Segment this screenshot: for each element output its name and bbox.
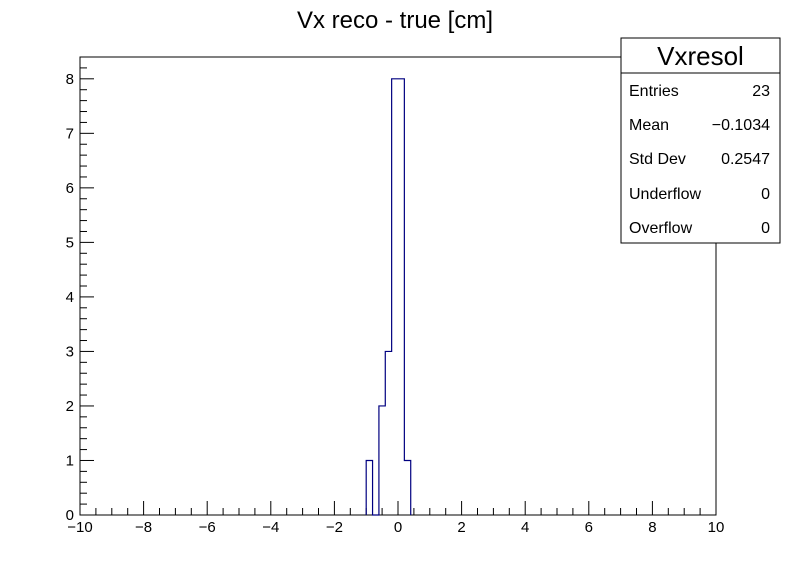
histogram-outline <box>365 78 412 516</box>
stats-box: Vxresol Entries 23 Mean −0.1034 Std Dev … <box>620 37 781 244</box>
stats-label-std-dev: Std Dev <box>629 151 686 168</box>
histogram-bin <box>385 351 391 515</box>
histogram-bars <box>365 78 412 516</box>
x-tick-label: 4 <box>521 519 529 536</box>
histogram-bin <box>392 79 398 515</box>
x-tick-label: 8 <box>648 519 656 536</box>
stats-label-mean: Mean <box>629 117 669 134</box>
y-tick-label: 8 <box>66 71 74 88</box>
x-tick-label: 10 <box>708 519 725 536</box>
x-tick-label: 6 <box>585 519 593 536</box>
y-tick-label: 1 <box>66 452 74 469</box>
stats-title: Vxresol <box>657 41 744 71</box>
stats-label-overflow: Overflow <box>629 220 693 237</box>
y-tick-label: 4 <box>66 289 74 306</box>
histogram-bin <box>398 79 404 515</box>
stats-value-underflow: 0 <box>761 186 770 203</box>
x-tick-label: −6 <box>199 519 216 536</box>
y-tick-label: 6 <box>66 180 74 197</box>
chart-title: Vx reco - true [cm] <box>297 7 493 34</box>
stats-label-underflow: Underflow <box>629 186 701 203</box>
y-tick-label: 7 <box>66 125 74 142</box>
y-tick-label: 2 <box>66 398 74 415</box>
stats-box-frame <box>620 37 781 244</box>
stats-value-mean: −0.1034 <box>712 117 770 134</box>
y-tick-label: 3 <box>66 343 74 360</box>
stats-value-std-dev: 0.2547 <box>721 151 770 168</box>
x-tick-label: 0 <box>394 519 402 536</box>
x-axis: −10 −8 −6 −4 −2 0 2 4 6 8 10 <box>67 501 724 536</box>
x-tick-label: −8 <box>135 519 152 536</box>
x-tick-label: −4 <box>262 519 279 536</box>
y-axis: 0 1 2 3 4 5 6 7 8 <box>66 56 94 524</box>
stats-label-entries: Entries <box>629 83 679 100</box>
x-tick-label: −2 <box>326 519 343 536</box>
x-tick-label: −10 <box>67 519 92 536</box>
stats-value-entries: 23 <box>752 83 770 100</box>
histogram-bin <box>404 460 410 515</box>
y-tick-label: 0 <box>66 507 74 524</box>
histogram-bin <box>366 460 372 515</box>
y-tick-label: 5 <box>66 234 74 251</box>
x-tick-label: 2 <box>457 519 465 536</box>
stats-value-overflow: 0 <box>761 220 770 237</box>
histogram-bin <box>379 406 385 515</box>
